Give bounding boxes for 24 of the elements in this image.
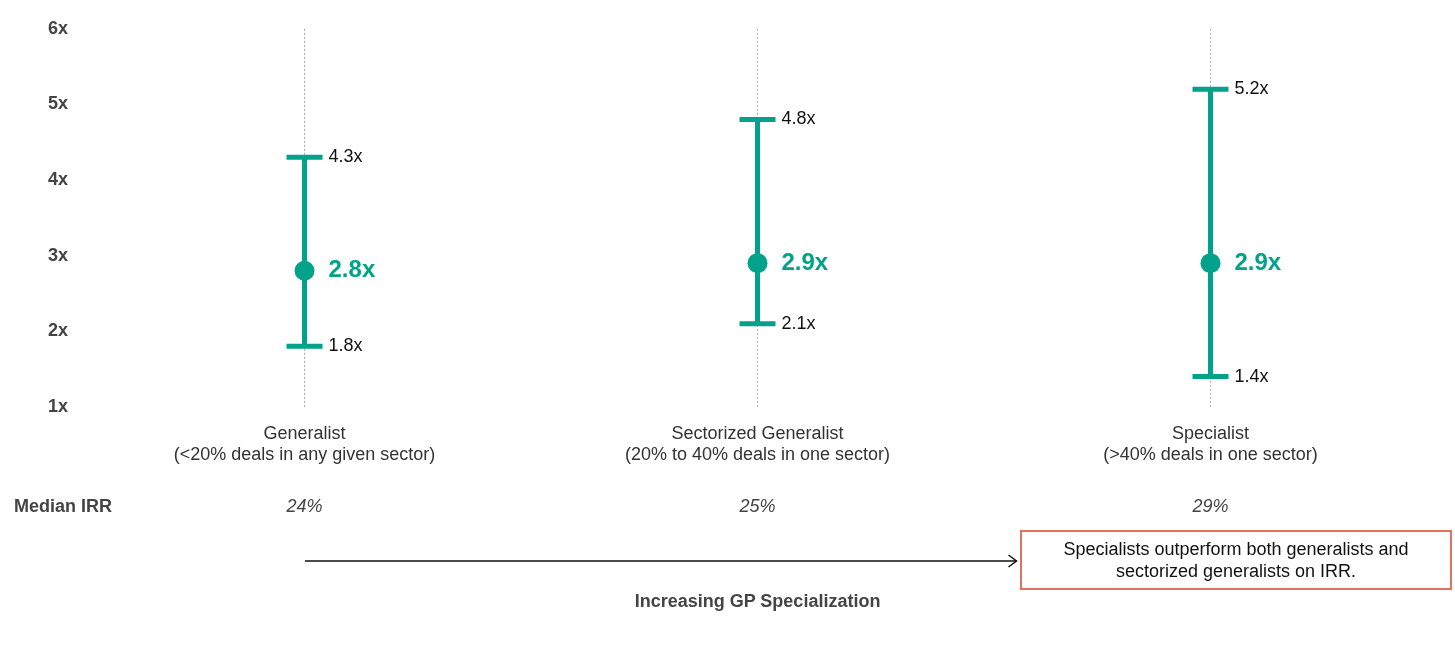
x-tick-label: Specialist (>40% deals in one sector) [1103,422,1318,465]
y-tick-label: 1x [47,395,69,416]
annotation: 5.2x [1234,78,1269,99]
x-tick-label: Sectorized Generalist (20% to 40% deals in one sector) [624,422,891,465]
y-tick-label: 5x [47,93,69,114]
text: Median IRR [14,495,113,516]
data-label: 2.9x [781,247,829,275]
text: 29% [1191,495,1229,516]
annotation: 2.1x [781,312,816,333]
data-label: 2.8x [328,255,376,283]
data-label: 2.9x [1234,247,1282,275]
x-tick-label: Generalist (<20% deals in any given sector) [173,422,436,465]
annotation: 1.4x [1234,365,1269,386]
annotation: 4.8x [781,108,816,129]
y-tick-label: 3x [47,244,69,265]
y-tick-label: 6x [47,17,69,38]
text: Specialists outperform both generalists and sectorized generalists on IRR. [1020,529,1452,590]
y-tick-label: 2x [47,320,69,341]
text: Increasing GP Specialization [634,590,881,611]
text: 25% [738,495,776,516]
y-tick-label: 4x [47,168,69,189]
annotation: 4.3x [328,146,363,167]
annotation: 1.8x [328,335,363,356]
text: 24% [285,495,323,516]
